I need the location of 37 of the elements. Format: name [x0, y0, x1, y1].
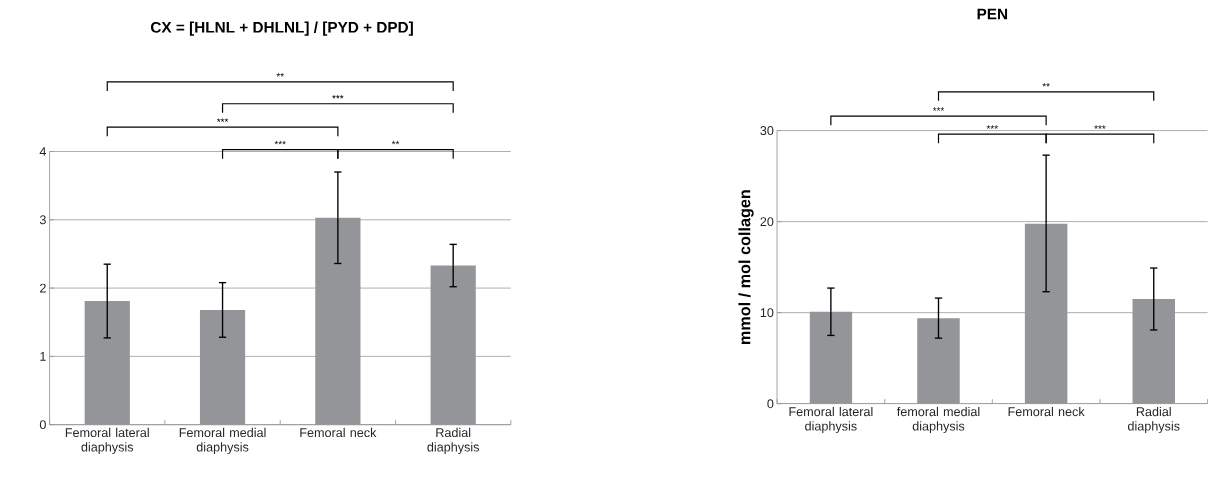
text: ***: [216, 118, 229, 122]
text: **: [1042, 82, 1050, 87]
x-tick-label: femoral medial diaphysis: [896, 406, 980, 433]
y-tick-label: 20: [760, 216, 774, 226]
chart-title: PEN: [977, 8, 1008, 20]
bar: [430, 265, 476, 425]
text: **: [391, 140, 400, 145]
bar: [1132, 298, 1176, 404]
y-tick-label: 0: [39, 419, 46, 429]
text: ***: [986, 125, 998, 129]
x-tick-label: Femoral lateral diaphysis: [65, 427, 149, 454]
y-tick-label: 0: [767, 399, 774, 408]
y-tick-label: 30: [760, 125, 774, 135]
bar: [1024, 223, 1068, 404]
bar: [199, 309, 246, 425]
bar: [84, 300, 130, 425]
x-tick-label: Femoral medial diaphysis: [179, 427, 266, 454]
y-axis-title: mmol / mol collagen: [738, 189, 754, 344]
x-tick-label: Femoral neck: [300, 427, 377, 437]
text: **: [276, 72, 284, 77]
text: ***: [332, 94, 344, 99]
y-tick-label: 10: [760, 307, 774, 317]
x-tick-label: Femoral lateral diaphysis: [789, 406, 873, 433]
bar: [809, 311, 853, 404]
bar: [917, 317, 960, 404]
x-tick-label: Radial diaphysis: [1127, 406, 1180, 433]
y-tick-label: 4: [39, 146, 47, 156]
x-tick-label: Femoral neck: [1008, 406, 1085, 416]
bar: [315, 217, 361, 425]
y-tick-label: 1: [40, 351, 46, 361]
y-tick-label: 2: [40, 283, 46, 293]
chart-title: CX = [HLNL + DHLNL] / [PYD + DPD]: [150, 21, 413, 36]
y-tick-label: 3: [39, 215, 46, 225]
text: ***: [932, 107, 945, 111]
text: ***: [1094, 125, 1106, 129]
x-tick-label: Radial diaphysis: [427, 427, 480, 454]
text: ***: [274, 140, 286, 145]
